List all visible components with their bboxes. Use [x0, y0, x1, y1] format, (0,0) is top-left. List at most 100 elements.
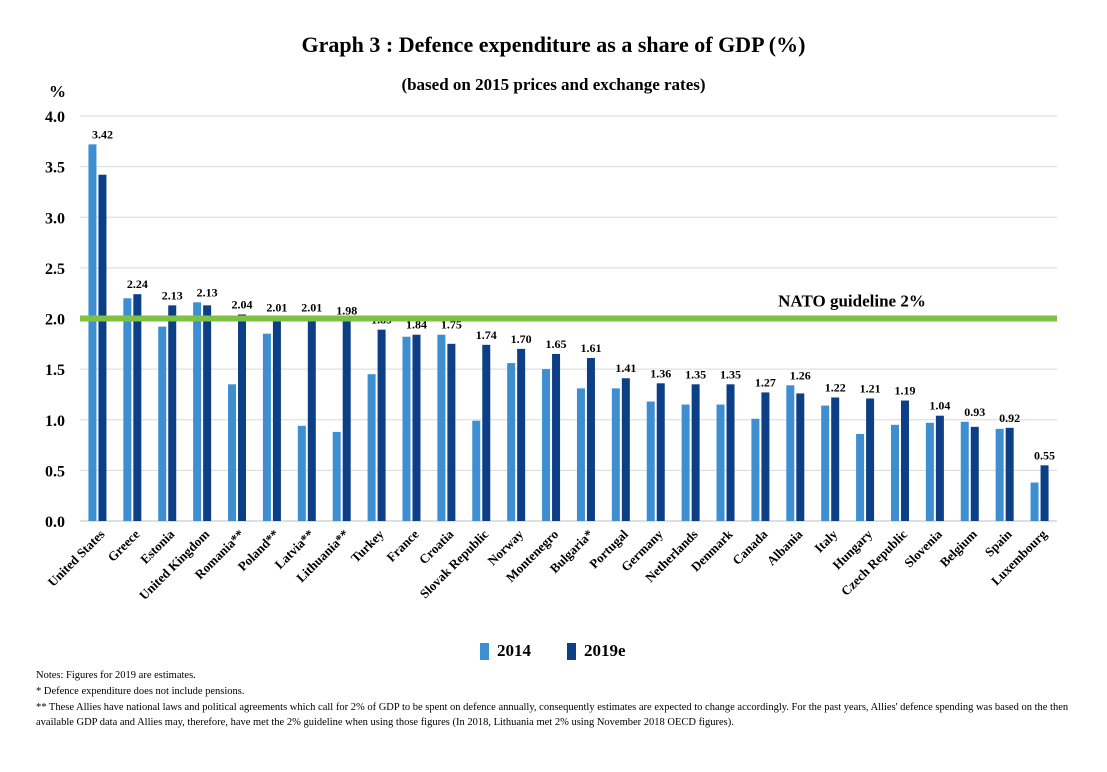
data-label: 1.35 [685, 367, 706, 381]
bar-2019e [1040, 465, 1049, 521]
bar-2019e [98, 174, 107, 521]
chart-title: Graph 3 : Defence expenditure as a share… [301, 32, 806, 57]
data-label: 1.65 [546, 337, 567, 351]
x-tick-label: Greece [104, 526, 142, 564]
bar-2019e [761, 392, 770, 521]
data-label: 2.04 [232, 297, 253, 311]
y-tick-label: 4.0 [45, 109, 65, 126]
x-tick-label: Turkey [348, 526, 387, 565]
note-estimates: Notes: Figures for 2019 are estimates. [36, 670, 196, 681]
bar-2014 [297, 425, 306, 521]
note-pensions: * Defence expenditure does not include p… [36, 686, 245, 697]
nato-guideline-label: NATO guideline 2% [778, 292, 926, 311]
data-label: 0.55 [1034, 448, 1055, 462]
bar-2014 [158, 326, 167, 521]
bar-2014 [646, 401, 655, 521]
data-label: 0.93 [964, 405, 985, 419]
bar-2019e [970, 426, 979, 521]
bar-2019e [935, 415, 944, 521]
bar-2014 [123, 298, 132, 521]
bar-2014 [925, 422, 934, 521]
bar-2019e [272, 317, 281, 521]
x-tick-label: Belgium [937, 526, 980, 569]
y-axis-label: % [49, 82, 66, 101]
bar-2014 [821, 405, 830, 521]
x-tick-label: Albania [764, 526, 806, 568]
footnotes: Notes: Figures for 2019 are estimates. *… [36, 668, 1076, 734]
data-label: 2.24 [127, 277, 148, 291]
data-label: 1.04 [929, 399, 950, 413]
data-label: 0.92 [999, 411, 1020, 425]
legend-label-2019e: 2019e [584, 641, 626, 660]
bar-2019e [168, 305, 177, 521]
bar-2014 [716, 404, 725, 521]
data-label: 2.01 [266, 300, 287, 314]
bar-2019e [412, 334, 421, 521]
bar-2014 [367, 374, 376, 521]
y-tick-label: 0.5 [45, 463, 65, 480]
chart-subtitle: (based on 2015 prices and exchange rates… [401, 75, 706, 94]
y-tick-label: 2.0 [45, 312, 65, 329]
bar-2014 [472, 420, 481, 521]
bar-2019e [482, 344, 491, 521]
data-label: 1.27 [755, 375, 776, 389]
bar-2019e [517, 348, 526, 521]
bar-2014 [995, 428, 1004, 521]
bar-2014 [786, 385, 795, 521]
y-tick-label: 3.5 [45, 160, 65, 177]
y-tick-label: 1.0 [45, 413, 65, 430]
bar-2019e [656, 383, 665, 521]
y-tick-label: 2.5 [45, 261, 65, 278]
bar-2014 [751, 418, 760, 521]
bar-2014 [507, 363, 516, 521]
bar-2019e [796, 393, 805, 521]
bar-2014 [542, 369, 551, 521]
legend-item-2019e: 2019e [567, 641, 626, 661]
bar-2019e [133, 294, 142, 521]
bar-2014 [960, 421, 969, 521]
x-tick-label: France [383, 526, 421, 564]
data-label: 1.26 [790, 368, 811, 382]
data-label: 1.36 [650, 366, 671, 380]
x-tick-label: Canada [729, 526, 771, 568]
data-label: 1.19 [894, 384, 915, 398]
data-label: 1.35 [720, 367, 741, 381]
legend-item-2014: 2014 [480, 641, 531, 661]
y-tick-label: 3.0 [45, 210, 65, 227]
bar-2014 [228, 384, 237, 521]
bar-2014 [1030, 482, 1039, 521]
data-label: 2.13 [162, 288, 183, 302]
bar-2019e [377, 329, 386, 521]
bar-2014 [856, 433, 865, 521]
legend: 2014 2019e [480, 641, 626, 661]
x-tick-label: Italy [811, 526, 840, 555]
bar-2014 [262, 333, 271, 521]
data-label: 2.13 [197, 285, 218, 299]
bar-2014 [332, 431, 341, 521]
data-label: 1.70 [511, 332, 532, 346]
data-label: 1.41 [615, 361, 636, 375]
bar-2019e [552, 353, 561, 521]
bar-2019e [1005, 427, 1014, 521]
data-label: 1.98 [336, 304, 357, 318]
data-label: 2.01 [301, 300, 322, 314]
bar-2019e [726, 384, 735, 521]
data-label: 1.61 [580, 341, 601, 355]
legend-swatch-2019e [567, 642, 576, 660]
bar-2019e [900, 400, 909, 521]
legend-swatch-2014 [480, 642, 489, 660]
bar-2014 [681, 404, 690, 521]
bar-2014 [88, 144, 97, 521]
bar-2014 [611, 388, 620, 521]
bar-chart: 0.0 0.5 1.0 1.5 2.0 2.5 3.0 3.5 4.0 3.42 United St… [45, 109, 1057, 603]
y-tick-label: 0.0 [45, 514, 65, 531]
bar-2019e [447, 343, 456, 521]
y-tick-label: 1.5 [45, 362, 65, 379]
bar-2019e [621, 378, 630, 521]
bar-2014 [402, 336, 411, 521]
x-tick-label: Slovenia [901, 526, 945, 570]
bar-2019e [203, 305, 212, 521]
bar-2014 [890, 424, 899, 521]
bar-2014 [437, 334, 446, 521]
bar-2019e [691, 384, 700, 521]
